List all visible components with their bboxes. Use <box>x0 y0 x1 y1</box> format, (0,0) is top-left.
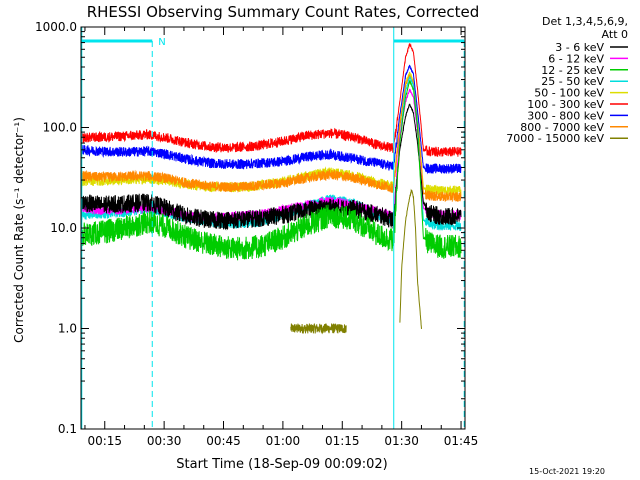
x-tick-label: 01:15 <box>325 434 360 448</box>
x-axis-label: Start Time (18-Sep-09 00:09:02) <box>176 457 387 472</box>
x-tick-label: 00:30 <box>147 434 182 448</box>
footer-date: 15-Oct-2021 19:20 <box>529 467 605 476</box>
legend-header-att: Att 0 <box>602 28 628 41</box>
legend-label: 300 - 800 keV <box>527 109 604 122</box>
series-line-50to100keV <box>80 71 462 197</box>
legend-label: 800 - 7000 keV <box>520 121 604 134</box>
series-line-7000to15000keV <box>290 323 347 335</box>
series-lines <box>80 43 462 335</box>
y-axis-label: Corrected Count Rate (s⁻¹ detector⁻¹) <box>12 117 26 343</box>
legend-label: 12 - 25 keV <box>541 64 604 77</box>
legend-header: Det 1,3,4,5,6,9, <box>542 15 628 28</box>
x-tick-label: 01:45 <box>444 434 479 448</box>
series-line-7000to15000keV <box>399 188 422 329</box>
x-tick-label: 00:45 <box>206 434 241 448</box>
night-label: N <box>158 37 165 48</box>
series-line-100to300keV <box>80 43 462 157</box>
y-tick-label: 1000.0 <box>35 20 77 34</box>
x-tick-label: 00:15 <box>87 434 122 448</box>
series-line-12to25keV <box>80 80 462 261</box>
x-tick-label: 01:30 <box>384 434 419 448</box>
x-tick-label: 01:00 <box>266 434 301 448</box>
legend-label: 50 - 100 keV <box>534 87 604 100</box>
series-line-800to7000keV <box>80 74 462 202</box>
y-tick-label: 1.0 <box>58 322 77 336</box>
legend-label: 25 - 50 keV <box>541 75 604 88</box>
legend-label: 100 - 300 keV <box>527 98 604 111</box>
x-axis-ticks: 00:15 00:30 00:45 01:00 01:15 01:30 01:45 <box>84 27 479 448</box>
series-line-3to6keV <box>80 103 462 231</box>
legend-label: 7000 - 15000 keV <box>506 132 604 145</box>
y-axis-ticks: 0.1 1.0 10.0 100.0 1000.0 <box>35 20 465 436</box>
series-line-300to800keV <box>80 64 462 175</box>
legend-label: 3 - 6 keV <box>555 41 604 54</box>
y-tick-label: 10.0 <box>50 221 77 235</box>
y-tick-label: 0.1 <box>58 422 77 436</box>
y-tick-label: 100.0 <box>43 121 77 135</box>
legend-label: 6 - 12 keV <box>548 52 604 65</box>
chart-title: RHESSI Observing Summary Count Rates, Co… <box>87 3 480 21</box>
